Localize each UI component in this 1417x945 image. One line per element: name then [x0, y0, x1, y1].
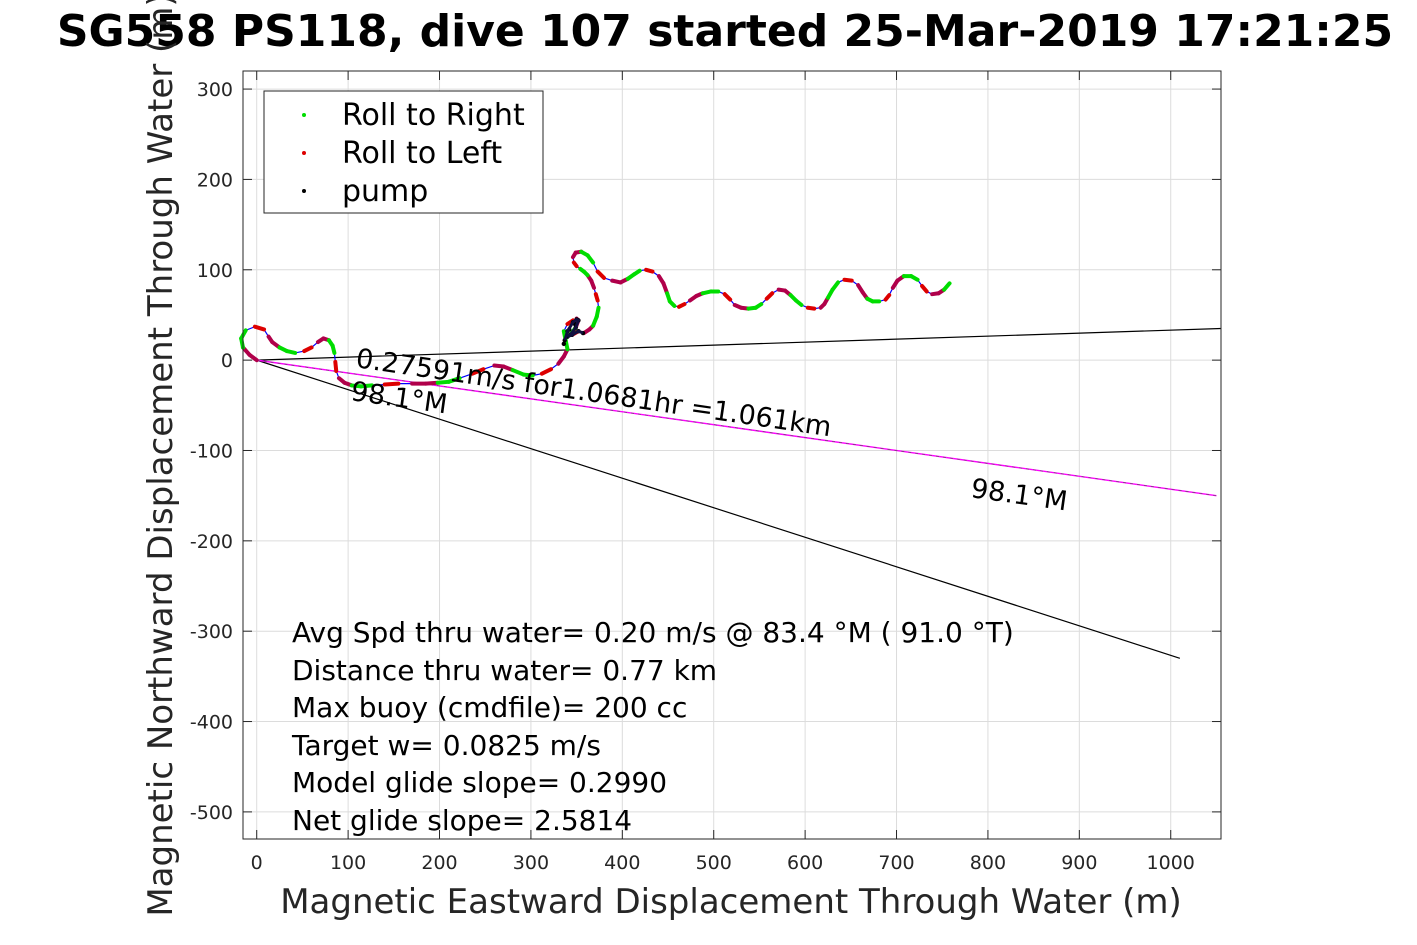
roll-segment	[284, 349, 298, 355]
roll-segment	[830, 280, 841, 292]
roll-segment	[358, 383, 374, 389]
stats-block: Avg Spd thru water= 0.20 m/s @ 83.4 °M (…	[291, 616, 1014, 837]
roll-segment	[883, 293, 892, 302]
roll-segment	[593, 292, 600, 303]
roll-segment	[585, 253, 596, 265]
pump-point	[561, 341, 567, 347]
y-tick-label: -500	[190, 802, 233, 824]
legend-label-roll-left: Roll to Left	[342, 136, 502, 171]
y-tick-label: -400	[190, 712, 233, 734]
pump-path	[563, 317, 584, 341]
roll-segment	[632, 268, 642, 277]
roll-segment	[920, 284, 929, 294]
x-tick-label: 1000	[1147, 852, 1195, 874]
x-tick-label: 600	[787, 852, 823, 874]
roll-segment	[942, 281, 952, 292]
roll-segment	[333, 359, 339, 373]
x-tick-label: 100	[330, 852, 366, 874]
roll-segment	[252, 324, 267, 332]
stat-net-glide-slope: Net glide slope= 2.5814	[292, 804, 632, 837]
stat-distance: Distance thru water= 0.77 km	[292, 654, 717, 687]
roll-segment	[330, 343, 337, 355]
x-tick-label: 400	[604, 852, 640, 874]
y-axis-label: Magnetic Northward Displacement Through …	[141, 0, 181, 917]
roll-segment	[470, 367, 486, 376]
y-tick-label: -200	[190, 531, 233, 553]
roll-segment	[539, 367, 554, 376]
roll-segment	[909, 274, 920, 282]
roll-segment	[578, 266, 586, 274]
x-tick-label: 900	[1061, 852, 1097, 874]
roll-segment	[805, 305, 817, 311]
roll-segment	[722, 292, 733, 302]
legend-marker-pump	[302, 189, 306, 193]
roll-segment	[842, 277, 854, 283]
roll-segment	[382, 381, 401, 387]
roll-segment	[764, 291, 775, 301]
roll-segment	[594, 305, 601, 319]
roll-segment	[667, 299, 677, 308]
x-tick-label: 300	[513, 852, 549, 874]
roll-segment	[793, 298, 804, 308]
legend-marker-roll-left	[302, 151, 306, 155]
roll-segment	[571, 260, 579, 269]
stat-max-buoy: Max buoy (cmdfile)= 200 cc	[292, 691, 687, 724]
x-tick-label: 700	[878, 852, 914, 874]
x-tick-label: 500	[696, 852, 732, 874]
y-tick-label: 200	[197, 169, 233, 191]
legend: Roll to Right Roll to Left pump	[263, 90, 544, 214]
reference-line	[256, 359, 1181, 659]
plot-frame	[242, 70, 1222, 840]
y-tick-label: -100	[190, 440, 233, 462]
glider-track	[239, 249, 952, 389]
x-axis-label: Magnetic Eastward Displacement Through W…	[280, 882, 1182, 922]
legend-box	[263, 90, 544, 214]
y-tick-label: -300	[190, 621, 233, 643]
roll-segment	[446, 376, 462, 384]
y-tick-label: 300	[197, 79, 233, 101]
roll-segment	[753, 302, 764, 310]
roll-segment	[595, 269, 607, 280]
x-tick-label: 200	[421, 852, 457, 874]
legend-label-roll-right: Roll to Right	[342, 98, 525, 133]
roll-segment	[521, 372, 535, 378]
chart-title: SG558 PS118, dive 107 started 25-Mar-201…	[57, 6, 1393, 57]
y-tick-label: 0	[221, 350, 233, 372]
y-tick-label: 100	[197, 260, 233, 282]
legend-marker-roll-right	[302, 113, 306, 117]
x-tick-label: 800	[970, 852, 1006, 874]
roll-segment	[676, 302, 687, 309]
x-tick-label: 0	[251, 852, 263, 874]
legend-label-pump: pump	[342, 174, 428, 209]
axis-ticks: 0 100 200 300 400 500 600 700 800 900 1000-500-400…	[190, 71, 1221, 874]
reference-line	[256, 327, 1222, 361]
stat-target-w: Target w= 0.0825 m/s	[291, 729, 601, 762]
stat-avg-speed: Avg Spd thru water= 0.20 m/s @ 83.4 °M (…	[292, 616, 1014, 649]
roll-segment	[644, 267, 655, 274]
roll-segment	[302, 345, 314, 354]
stat-model-glide-slope: Model glide slope= 0.2990	[292, 766, 667, 799]
